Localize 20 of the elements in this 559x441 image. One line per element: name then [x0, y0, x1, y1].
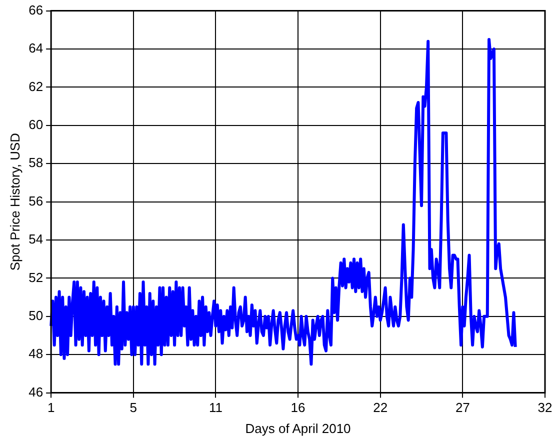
y-tick-label: 64	[28, 40, 44, 56]
x-tick-label: 16	[290, 400, 306, 416]
x-tick-label: 27	[455, 400, 470, 416]
x-tick-label: 22	[373, 400, 388, 416]
x-tick-label: 32	[538, 400, 552, 416]
y-tick-label: 56	[28, 193, 44, 208]
y-tick-label: 60	[28, 116, 44, 132]
x-tick-label: 5	[130, 400, 137, 416]
y-tick-label: 62	[28, 78, 44, 94]
y-tick-label: 50	[28, 308, 44, 323]
y-tick-label: 46	[28, 384, 44, 400]
x-axis-title: Days of April 2010	[245, 420, 351, 436]
y-tick-label: 58	[28, 155, 44, 170]
y-tick-label: 66	[28, 2, 44, 18]
y-axis-title: Spot Price History, USD	[7, 132, 22, 271]
y-tick-label: 52	[28, 270, 44, 285]
y-tick-label: 48	[28, 346, 44, 362]
x-tick-label: 1	[47, 400, 55, 416]
y-tick-label: 54	[28, 232, 44, 247]
x-tick-label: 11	[208, 400, 222, 416]
